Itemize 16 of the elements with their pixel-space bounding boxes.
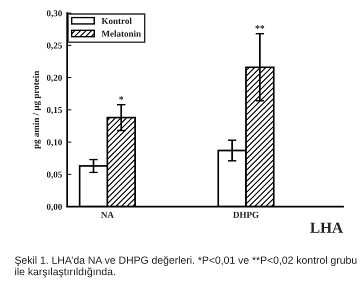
text: Şekil 1. LHA’da NA ve DHPG değerleri. *P<0,01 ve **P<0,02 kontrol grubu ile karşılaştırıldığında.: [14, 256, 356, 278]
y-tick-label: 0,15: [46, 106, 62, 114]
annotation: **: [255, 25, 264, 29]
y-tick-label: 0,30: [46, 10, 62, 18]
y-tick-label: 0,05: [46, 171, 62, 179]
y-tick-label: 0,10: [46, 139, 62, 147]
x-tick-label: DHPG: [233, 212, 259, 218]
y-tick-label: 0,25: [46, 42, 62, 50]
legend-label: Melatonin: [102, 30, 141, 37]
y-tick-label: 0,20: [46, 74, 62, 82]
annotation: *: [119, 96, 124, 100]
x-axis-title: LHA: [310, 222, 343, 233]
y-tick-label: 0,00: [46, 204, 62, 212]
y-axis-title: pg amin / µg protein: [32, 70, 41, 149]
x-tick-label: NA: [101, 212, 114, 218]
legend-label: Kontrol: [102, 18, 132, 24]
